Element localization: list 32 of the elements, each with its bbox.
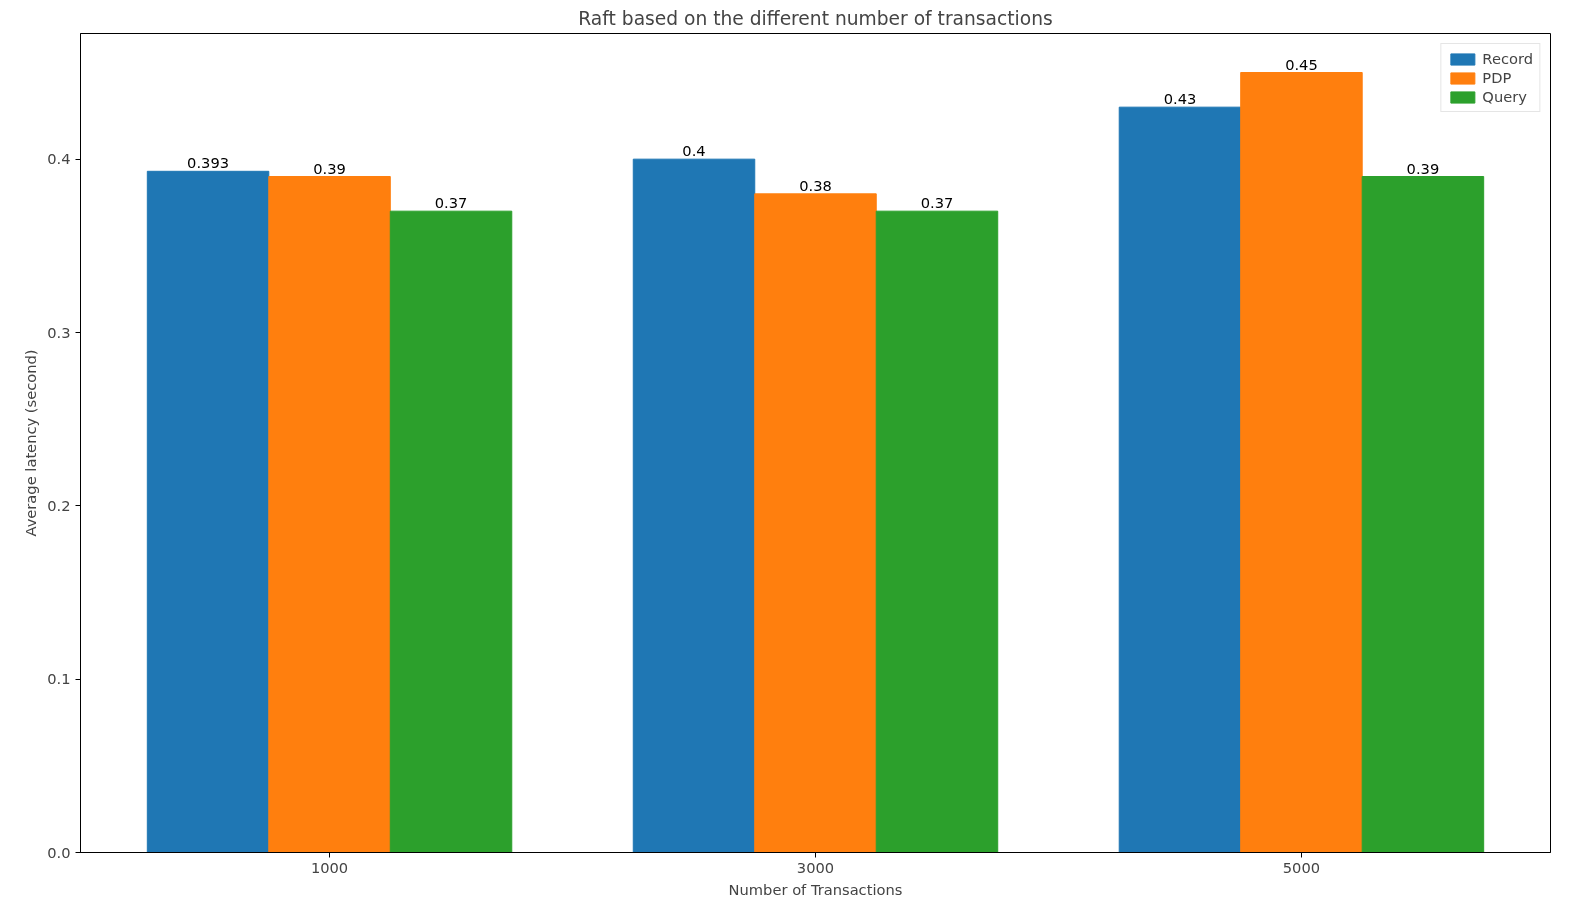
data-label: 0.39 bbox=[1406, 159, 1440, 177]
y-tick-label: 0.3 bbox=[47, 323, 71, 341]
data-label: 0.45 bbox=[1285, 55, 1318, 73]
legend-label: PDP bbox=[1482, 69, 1512, 86]
x-axis-title: Number of Transactions bbox=[728, 880, 903, 898]
bar bbox=[1118, 106, 1242, 853]
y-tick-label: 0.1 bbox=[47, 670, 71, 688]
bar bbox=[754, 193, 877, 853]
chart-title: Raft based on the different number of transactions bbox=[578, 7, 1053, 29]
x-tick-label: 5000 bbox=[1282, 858, 1321, 876]
legend-label: Record bbox=[1482, 50, 1533, 67]
data-label: 0.37 bbox=[920, 194, 954, 212]
data-label: 0.43 bbox=[1163, 90, 1197, 108]
y-tick-label: 0.0 bbox=[47, 843, 71, 861]
bar bbox=[389, 210, 513, 853]
y-tick-label: 0.2 bbox=[47, 496, 71, 514]
bar bbox=[1361, 176, 1485, 853]
bar bbox=[632, 158, 756, 853]
bar bbox=[875, 210, 999, 853]
x-tick-label: 1000 bbox=[310, 858, 349, 876]
data-label: 0.393 bbox=[187, 154, 230, 172]
data-label: 0.4 bbox=[682, 142, 706, 160]
bar bbox=[268, 176, 391, 853]
data-label: 0.39 bbox=[313, 159, 346, 177]
data-label: 0.37 bbox=[434, 194, 468, 212]
legend-label: Query bbox=[1482, 88, 1527, 105]
x-tick-label: 3000 bbox=[796, 858, 835, 876]
bar bbox=[1240, 72, 1363, 853]
y-tick-label: 0.4 bbox=[47, 150, 71, 168]
y-axis-title: Average latency (second) bbox=[22, 349, 40, 537]
data-label: 0.38 bbox=[799, 176, 832, 194]
bar bbox=[146, 170, 270, 853]
